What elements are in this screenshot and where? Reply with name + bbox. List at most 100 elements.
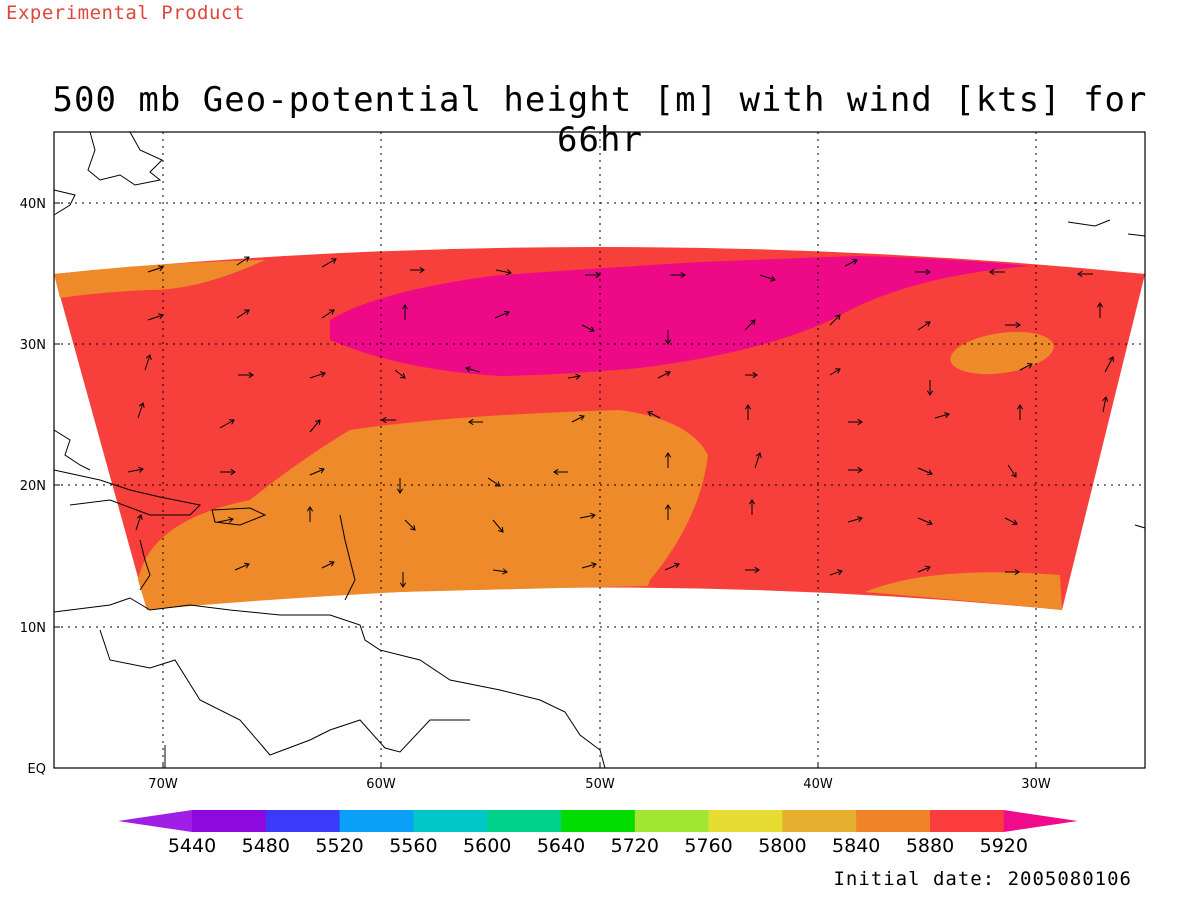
wind-arrowhead <box>588 326 595 333</box>
colorbar-label: 5480 <box>242 835 290 857</box>
wind-arrowhead <box>752 371 758 379</box>
height-band-5840-5880-south <box>138 410 708 610</box>
wind-vector <box>137 402 144 419</box>
colorbar: 5440 5480 5520 5560 5600 5640 5720 5760 5800 5840… <box>118 810 1078 857</box>
wind-arrowhead <box>770 275 776 282</box>
wind-arrowhead <box>1077 270 1083 278</box>
wind-arrowhead <box>754 566 760 574</box>
wind-vector <box>147 314 164 321</box>
colorbar-swatch <box>487 810 562 832</box>
wind-arrowhead <box>1016 404 1024 410</box>
wind-arrowhead <box>330 258 337 264</box>
wind-vector <box>147 266 164 273</box>
wind-arrowhead <box>647 410 654 417</box>
wind-arrowhead <box>944 412 950 419</box>
colorbar-swatch <box>192 810 267 832</box>
wind-vectors <box>127 256 1114 588</box>
wind-vector <box>579 514 596 519</box>
wind-arrowhead <box>744 404 752 410</box>
wind-arrowhead <box>1096 302 1104 308</box>
wind-arrowhead <box>419 266 425 274</box>
wind-vector <box>1007 464 1017 478</box>
wind-arrowhead <box>502 568 508 575</box>
wind-vector <box>917 517 933 525</box>
wind-arrowhead <box>228 516 234 523</box>
coastlines <box>53 131 1146 769</box>
colorbar-label: 5720 <box>611 835 659 857</box>
wind-arrowhead <box>1011 519 1018 526</box>
wind-vector <box>844 259 858 267</box>
colorbar-label: 5840 <box>832 835 880 857</box>
lon-label-60w: 60W <box>366 777 396 792</box>
wind-vector <box>127 468 144 473</box>
colorbar-swatch <box>930 810 1005 832</box>
wind-arrowhead <box>578 414 585 421</box>
wind-arrowhead <box>1015 321 1021 329</box>
colorbar-swatch <box>413 810 488 832</box>
wind-vector <box>754 452 761 469</box>
wind-vector <box>829 368 841 376</box>
wind-vector <box>492 569 508 573</box>
wind-arrowhead <box>136 514 143 520</box>
height-band-5840-5880-southeast <box>865 572 1062 610</box>
wind-arrowhead <box>857 516 863 523</box>
wind-arrowhead <box>494 481 501 487</box>
wind-arrowhead <box>924 321 931 327</box>
wind-arrowhead <box>989 268 995 276</box>
wind-arrowhead <box>750 319 756 325</box>
colorbar-swatch <box>708 810 783 832</box>
colorbar-swatch <box>561 810 636 832</box>
wind-vector <box>829 570 843 576</box>
wind-arrowhead <box>306 506 314 512</box>
wind-vector <box>465 367 481 373</box>
wind-arrowhead <box>1011 471 1017 478</box>
colorbar-swatch <box>265 810 341 832</box>
wind-arrowhead <box>664 339 672 345</box>
colorbar-swatch <box>634 810 710 832</box>
wind-arrowhead <box>468 418 474 426</box>
wind-vector <box>404 519 416 531</box>
wind-vector <box>495 269 512 274</box>
wind-arrowhead <box>228 419 235 425</box>
wind-arrowhead <box>857 418 863 426</box>
wind-arrowhead <box>243 562 250 569</box>
wind-arrowhead <box>851 258 858 265</box>
wind-vector <box>236 256 250 266</box>
wind-vector <box>494 311 510 319</box>
wind-arrowhead <box>320 371 326 378</box>
wind-vector <box>1102 396 1107 413</box>
wind-arrowhead <box>755 452 762 458</box>
wind-arrowhead <box>857 466 863 474</box>
wind-arrowhead <box>318 467 325 474</box>
wind-vector <box>219 419 235 429</box>
wind-vector <box>321 258 337 268</box>
wind-arrowhead <box>1108 356 1114 363</box>
colorbar-label: 5640 <box>537 835 585 857</box>
wind-vector <box>581 563 597 569</box>
lat-label-40n: 40N <box>20 197 46 212</box>
colorbar-high-triangle <box>1003 810 1078 832</box>
wind-arrowhead <box>924 565 931 572</box>
colorbar-label: 5760 <box>684 835 732 857</box>
wind-arrowhead <box>248 371 254 379</box>
wind-vector <box>917 321 931 331</box>
wind-vector <box>144 354 151 371</box>
wind-arrowhead <box>158 265 164 272</box>
colorbar-label: 5600 <box>463 835 511 857</box>
wind-vector <box>135 514 142 531</box>
wind-arrowhead <box>553 468 559 476</box>
wind-vector <box>847 517 863 523</box>
wind-arrowhead <box>328 560 335 567</box>
chart-title: 500 mb Geo-potential height [m] with win… <box>52 80 1148 160</box>
wind-arrowhead <box>381 416 387 424</box>
wind-arrowhead <box>926 390 934 396</box>
wind-arrowhead <box>230 468 236 476</box>
wind-arrowhead <box>926 519 933 526</box>
wind-arrowhead <box>503 310 510 317</box>
wind-arrowhead <box>506 269 512 276</box>
wind-vector <box>1004 517 1018 525</box>
colorbar-label: 5800 <box>758 835 806 857</box>
wind-arrowhead <box>591 562 597 569</box>
wind-vector <box>487 477 501 487</box>
